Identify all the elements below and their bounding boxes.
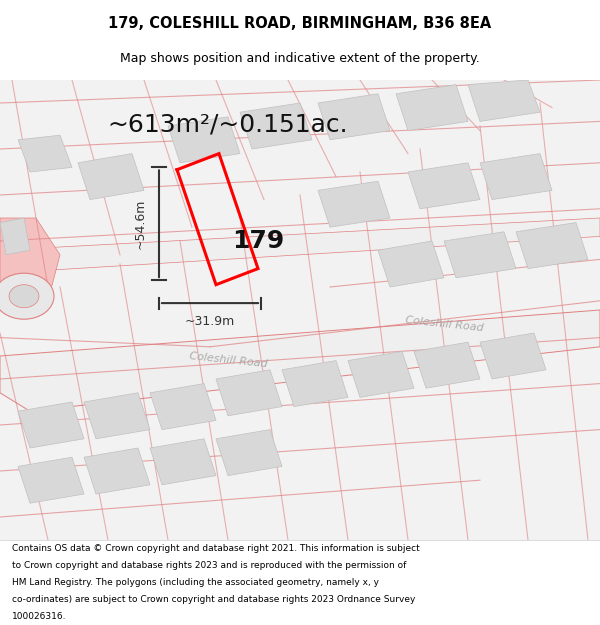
- Text: Coleshill Road: Coleshill Road: [188, 351, 268, 369]
- Polygon shape: [0, 218, 30, 255]
- Polygon shape: [150, 384, 216, 429]
- Text: ~613m²/~0.151ac.: ~613m²/~0.151ac.: [107, 112, 349, 136]
- Polygon shape: [444, 232, 516, 278]
- Polygon shape: [396, 84, 468, 131]
- Polygon shape: [0, 218, 60, 310]
- Polygon shape: [150, 439, 216, 485]
- Polygon shape: [414, 342, 480, 388]
- Polygon shape: [0, 218, 600, 273]
- Polygon shape: [78, 154, 144, 199]
- Text: Map shows position and indicative extent of the property.: Map shows position and indicative extent…: [120, 52, 480, 65]
- Polygon shape: [516, 222, 588, 269]
- Polygon shape: [168, 117, 240, 162]
- Polygon shape: [348, 351, 414, 398]
- Text: Coleshill Road: Coleshill Road: [404, 315, 484, 333]
- Text: 179: 179: [232, 229, 284, 253]
- Polygon shape: [0, 310, 600, 411]
- Text: ~54.6m: ~54.6m: [133, 199, 146, 249]
- Text: to Crown copyright and database rights 2023 and is reproduced with the permissio: to Crown copyright and database rights 2…: [12, 561, 406, 570]
- Polygon shape: [240, 103, 312, 149]
- Polygon shape: [318, 181, 390, 228]
- Polygon shape: [18, 402, 84, 448]
- Polygon shape: [408, 162, 480, 209]
- Polygon shape: [468, 80, 540, 121]
- Polygon shape: [84, 392, 150, 439]
- Polygon shape: [282, 361, 348, 407]
- Text: ~31.9m: ~31.9m: [185, 315, 235, 328]
- Circle shape: [9, 285, 39, 308]
- Polygon shape: [318, 94, 390, 140]
- Polygon shape: [18, 135, 72, 172]
- Polygon shape: [18, 458, 84, 503]
- Polygon shape: [480, 333, 546, 379]
- Text: Contains OS data © Crown copyright and database right 2021. This information is : Contains OS data © Crown copyright and d…: [12, 544, 420, 553]
- Circle shape: [0, 273, 54, 319]
- Text: co-ordinates) are subject to Crown copyright and database rights 2023 Ordnance S: co-ordinates) are subject to Crown copyr…: [12, 595, 415, 604]
- Polygon shape: [216, 370, 282, 416]
- Text: 179, COLESHILL ROAD, BIRMINGHAM, B36 8EA: 179, COLESHILL ROAD, BIRMINGHAM, B36 8EA: [109, 16, 491, 31]
- Polygon shape: [480, 154, 552, 199]
- Polygon shape: [216, 429, 282, 476]
- Text: 100026316.: 100026316.: [12, 612, 67, 621]
- Polygon shape: [378, 241, 444, 287]
- Polygon shape: [84, 448, 150, 494]
- Text: HM Land Registry. The polygons (including the associated geometry, namely x, y: HM Land Registry. The polygons (includin…: [12, 578, 379, 587]
